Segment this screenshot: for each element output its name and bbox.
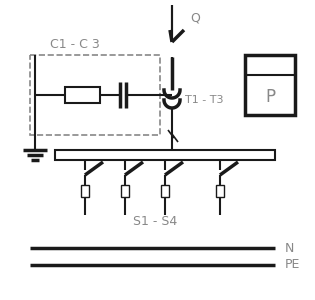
Bar <box>81 185 89 197</box>
Text: P: P <box>265 88 275 106</box>
Bar <box>121 185 129 197</box>
Text: C1 - C 3: C1 - C 3 <box>50 38 100 52</box>
Bar <box>65 87 100 103</box>
Bar <box>55 150 275 160</box>
Bar <box>161 185 169 197</box>
Bar <box>245 55 295 115</box>
Bar <box>30 55 160 135</box>
Text: PE: PE <box>285 259 301 272</box>
Bar <box>216 185 224 197</box>
Text: Q: Q <box>190 11 200 25</box>
Text: S1 - S4: S1 - S4 <box>133 215 177 228</box>
Text: T1 - T3: T1 - T3 <box>185 95 224 105</box>
Text: N: N <box>285 242 295 254</box>
